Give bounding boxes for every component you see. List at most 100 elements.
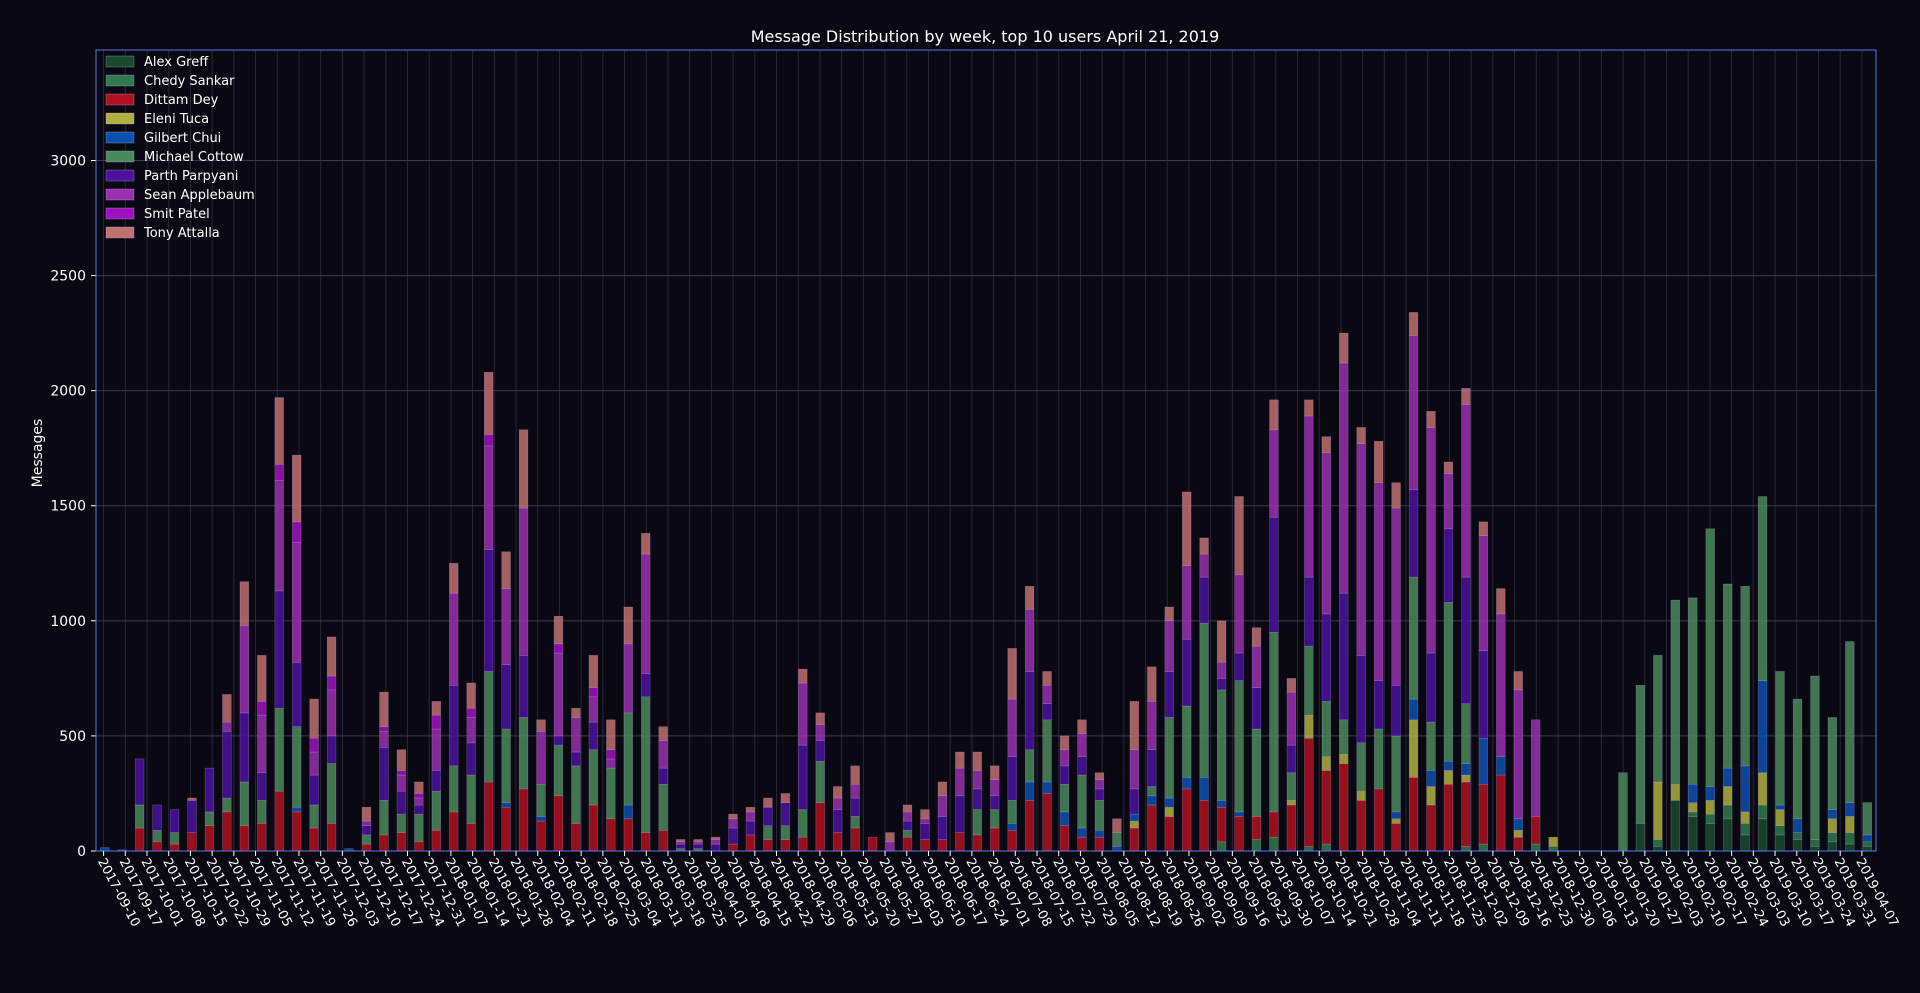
bar-segment [1216, 800, 1227, 808]
bar-segment [1077, 774, 1087, 829]
bar-segment [1531, 843, 1541, 852]
bar-segment [169, 832, 180, 845]
bar-segment [1496, 756, 1506, 776]
bar-segment [449, 684, 459, 767]
bar-segment [431, 714, 441, 730]
bar-segment [292, 661, 302, 728]
bar-segment [1653, 846, 1663, 852]
bar-segment [379, 800, 389, 836]
bar-segment [937, 795, 948, 817]
bar-segment [466, 774, 476, 824]
bar-segment [1653, 781, 1663, 840]
bar-segment [222, 721, 232, 732]
bar-segment [1059, 749, 1070, 767]
bar-segment [1094, 836, 1105, 852]
bar-segment [1705, 823, 1715, 852]
y-axis-label: Messages [30, 419, 46, 488]
bar-segment [222, 694, 232, 723]
bar-segment [466, 682, 476, 709]
bar-segment [728, 818, 738, 829]
bar-segment [1077, 836, 1087, 852]
bar-segment [1042, 793, 1052, 852]
grid-layer [96, 50, 1876, 852]
bar-segment [449, 811, 459, 852]
bar-segment [466, 742, 476, 776]
bar-segment [571, 823, 581, 852]
bar-segment [972, 834, 982, 852]
bar-segment [815, 760, 825, 803]
bar-segment [1443, 602, 1454, 762]
bar-segment [1321, 452, 1331, 615]
bar-segment [1024, 609, 1035, 672]
bar-segment [902, 836, 913, 852]
bar-segment [675, 839, 686, 843]
bar-segment [518, 655, 529, 718]
bar-segment [1391, 811, 1401, 820]
bar-segment [274, 480, 284, 592]
bar-segment [588, 804, 599, 852]
bar-segment [1670, 599, 1680, 785]
bar-segment [606, 749, 616, 760]
bar-segment [1827, 818, 1838, 833]
bar-segment [728, 813, 738, 820]
bar-segment [414, 813, 424, 843]
bar-segment [1024, 749, 1035, 783]
bar-segment [623, 712, 633, 806]
legend-swatch [105, 169, 135, 182]
bar-segment [1234, 574, 1244, 654]
bar-segment [1234, 816, 1244, 852]
y-tick-label: 2000 [50, 384, 86, 400]
bar-segment [1216, 806, 1227, 843]
bar-segment [606, 758, 616, 769]
bar-segment [361, 834, 372, 845]
bar-segment [710, 839, 721, 845]
bar-segment [641, 696, 651, 833]
legend-label: Chedy Sankar [144, 74, 235, 89]
bar-segment [937, 839, 948, 852]
bar-segment [396, 770, 407, 776]
bar-segment [658, 767, 668, 785]
bar-segment [1042, 671, 1052, 686]
bar-segment [1234, 652, 1244, 681]
bar-segment [675, 843, 686, 849]
bar-segment [1251, 687, 1262, 730]
bar-segment [1845, 832, 1855, 845]
bar-segment [571, 717, 581, 753]
bar-segment [606, 818, 616, 852]
bar-segment [1391, 735, 1401, 813]
bar-segment [588, 721, 599, 751]
bar-segment [1251, 645, 1262, 688]
bar-segment [1618, 772, 1628, 852]
bar-segment [501, 551, 511, 589]
bar-segment [466, 707, 476, 718]
bar-segment [1339, 592, 1349, 721]
bar-segment [1182, 777, 1192, 790]
bar-segment [763, 825, 773, 840]
bar-segment [518, 507, 529, 656]
bar-segment [1216, 689, 1227, 801]
legend-swatch [105, 93, 135, 106]
bar-segment [1408, 777, 1419, 852]
bar-segment [1688, 783, 1698, 803]
bar-segment [1024, 800, 1035, 852]
bar-segment [658, 829, 668, 852]
bar-segment [1408, 312, 1419, 336]
bar-segment [658, 783, 668, 831]
bar-segment [850, 816, 860, 829]
bar-segment [1757, 680, 1768, 774]
bar-segment [1234, 680, 1244, 813]
bar-segment [326, 636, 337, 677]
bar-segment [1251, 728, 1262, 817]
bar-segment [1478, 535, 1489, 652]
bar-segment [1408, 576, 1419, 700]
bar-segment [1304, 645, 1314, 716]
bar-segment [1635, 684, 1646, 824]
bar-segment [309, 774, 319, 806]
bar-segment [1461, 388, 1471, 405]
bar-segment [1024, 585, 1035, 610]
bar-segment [955, 795, 965, 833]
bar-segment [1496, 613, 1506, 757]
bar-segment [745, 806, 756, 813]
bar-segment [763, 839, 773, 852]
bar-segment [1286, 691, 1297, 746]
